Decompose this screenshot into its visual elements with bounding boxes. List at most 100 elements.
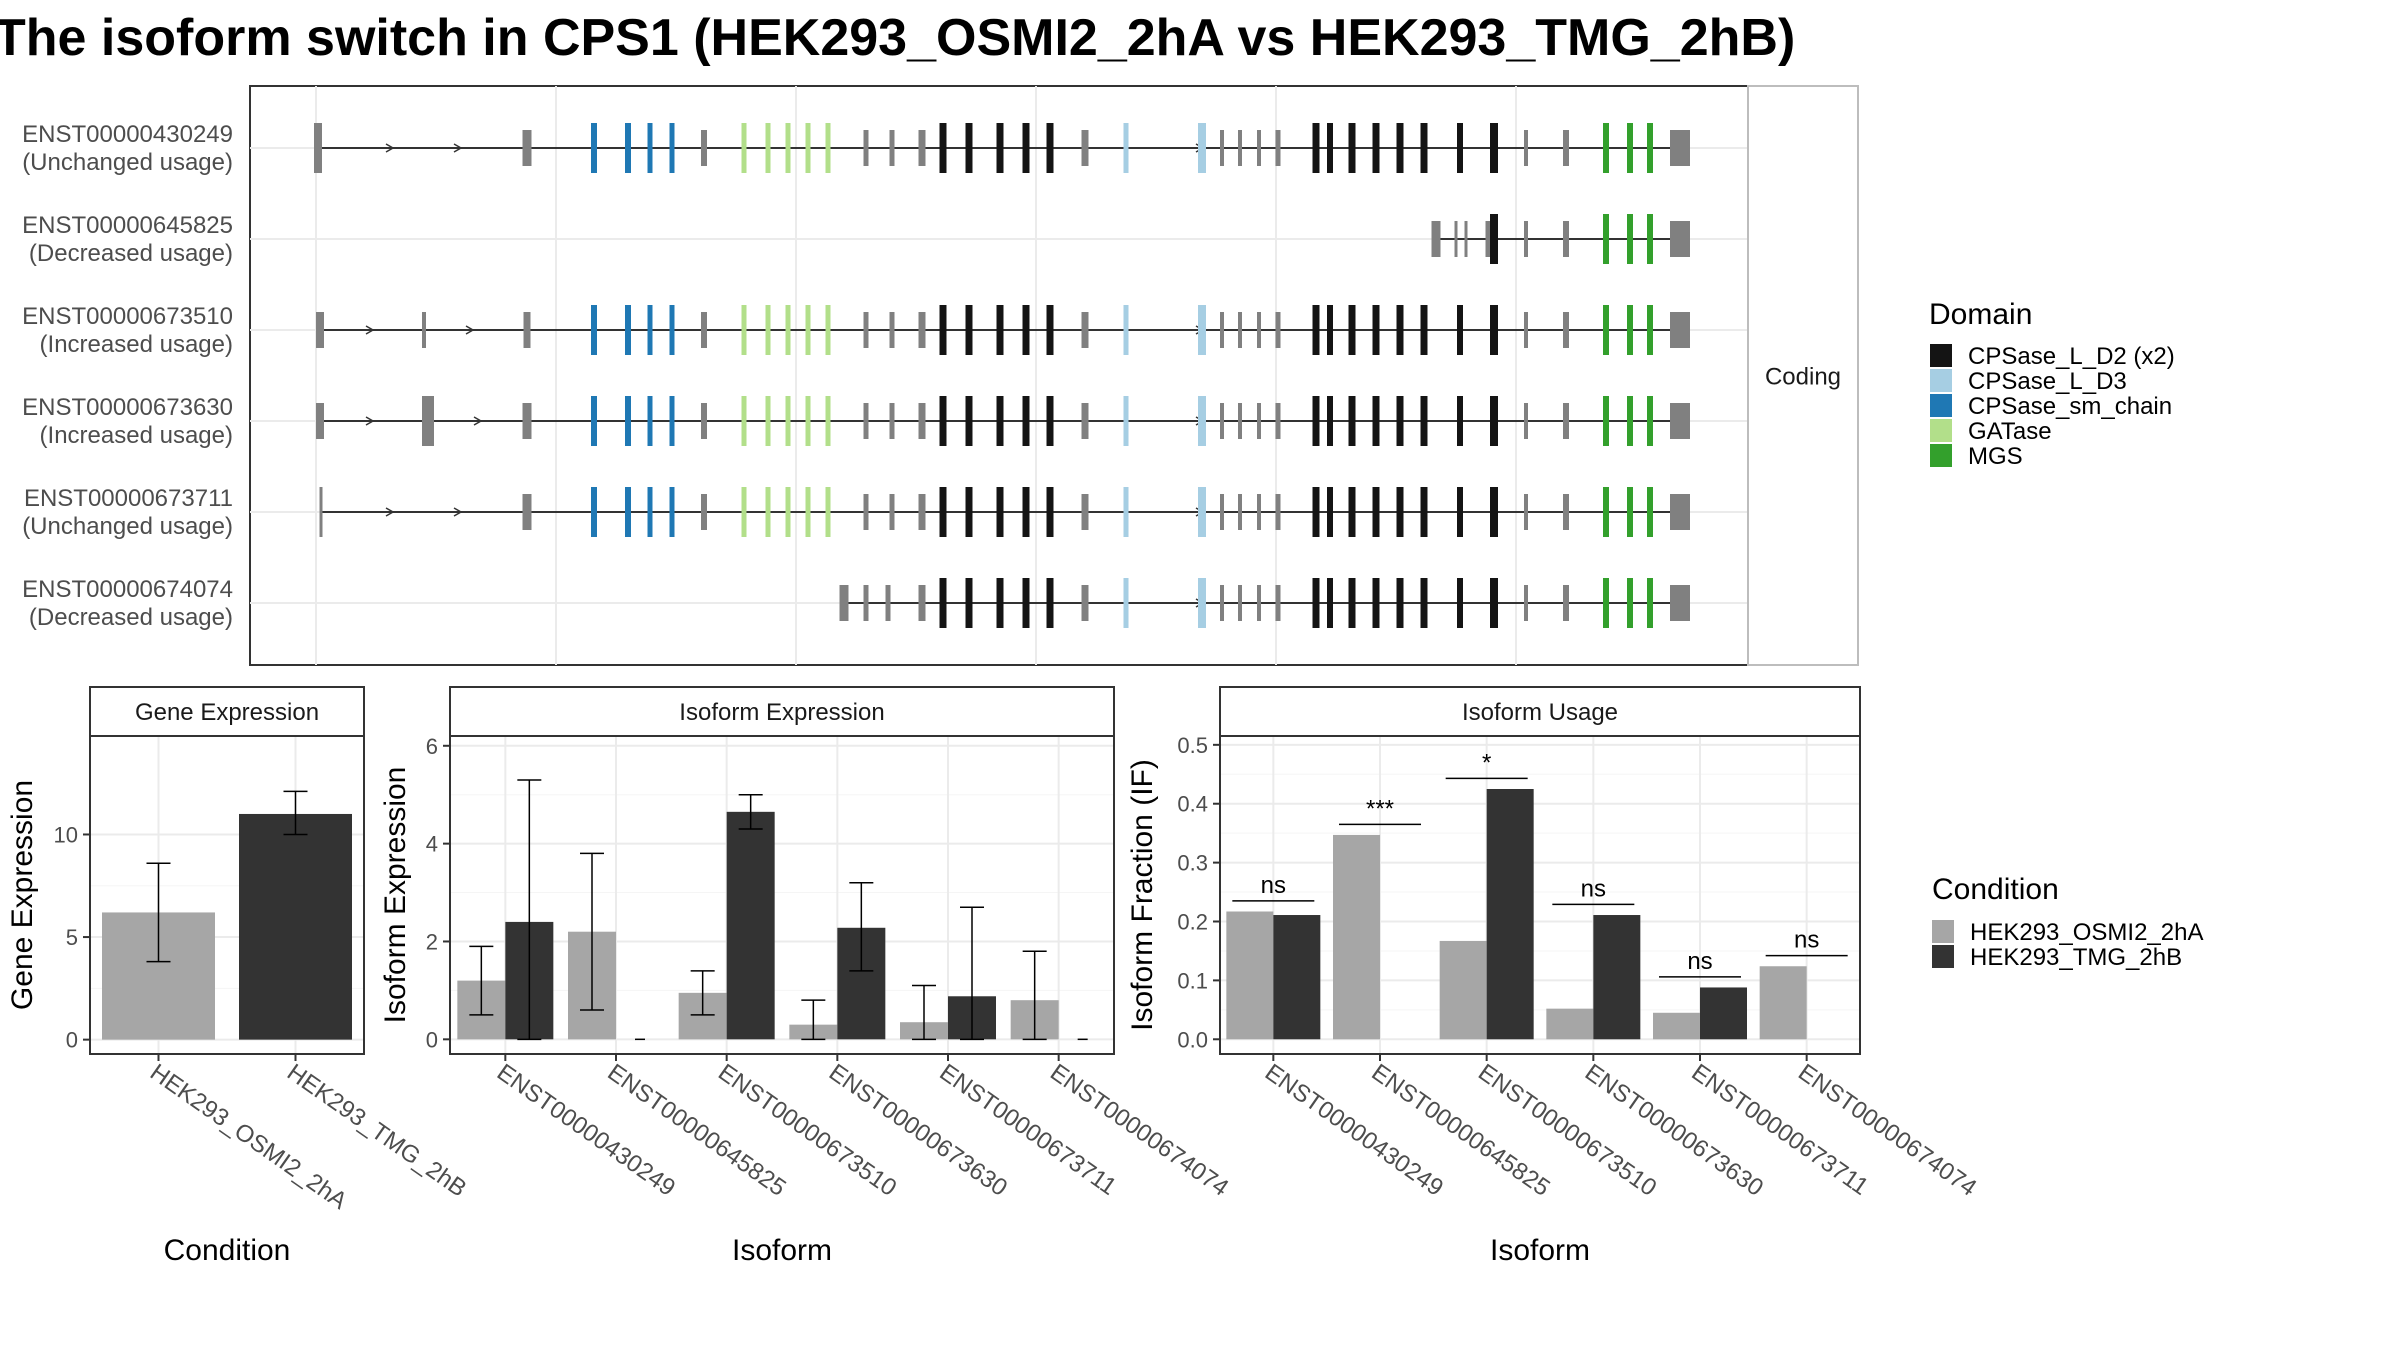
exon-block xyxy=(939,487,947,537)
transcript-id-label: ENST00000673711 xyxy=(24,485,233,512)
exon-block xyxy=(1123,396,1129,446)
exon-block xyxy=(765,305,771,355)
significance-label: ns xyxy=(1581,875,1606,902)
exon-block xyxy=(1123,123,1129,173)
exon-block xyxy=(1220,585,1224,621)
exon-block xyxy=(1524,403,1528,439)
strand-arrow xyxy=(453,507,463,517)
exon-block xyxy=(1563,221,1569,257)
condition-legend-label: HEK293_OSMI2_2hA xyxy=(1970,919,2203,946)
transcript-row xyxy=(319,487,1690,537)
exon-block xyxy=(1420,396,1428,446)
x-tick-label: ENST00000430249 xyxy=(1260,1059,1448,1202)
exon-block xyxy=(885,585,891,621)
exon-block xyxy=(1081,312,1089,348)
transcript-usage-label: (Increased usage) xyxy=(40,331,233,358)
figure-title: The isoform switch in CPS1 (HEK293_OSMI2… xyxy=(0,9,1795,67)
exon-block xyxy=(863,312,869,348)
y-tick-label: 0.5 xyxy=(1177,733,1208,758)
exon-block xyxy=(1396,487,1404,537)
transcript-row xyxy=(314,123,1690,173)
exon-block xyxy=(1275,494,1281,530)
coding-facet-label: Coding xyxy=(1765,364,1841,391)
y-axis-title: Isoform Fraction (IF) xyxy=(1126,759,1159,1031)
exon-block xyxy=(669,487,675,537)
domain-legend-key xyxy=(1930,419,1952,442)
exon-block xyxy=(785,305,791,355)
bar xyxy=(1759,966,1807,1040)
exon-block xyxy=(1647,578,1653,628)
exon-block xyxy=(863,585,869,621)
exon-block xyxy=(314,123,322,173)
exon-block xyxy=(647,487,653,537)
exon-block xyxy=(1670,130,1690,166)
y-tick-label: 6 xyxy=(426,734,438,759)
exon-block xyxy=(1396,305,1404,355)
y-tick-label: 4 xyxy=(426,832,438,857)
exon-block xyxy=(1431,221,1441,257)
exon-block xyxy=(1257,130,1261,166)
exon-block xyxy=(1198,487,1206,537)
exon-block xyxy=(785,123,791,173)
exon-block xyxy=(319,487,323,537)
exon-block xyxy=(1257,403,1261,439)
exon-block xyxy=(1647,487,1653,537)
exon-block xyxy=(825,123,831,173)
panel-strip-label: Isoform Usage xyxy=(1462,699,1618,726)
exon-block xyxy=(1022,305,1030,355)
x-tick-label: ENST00000674074 xyxy=(1793,1059,1981,1202)
y-tick-label: 0 xyxy=(66,1028,78,1053)
transcript-usage-label: (Decreased usage) xyxy=(29,240,233,267)
exon-block xyxy=(1046,487,1054,537)
exon-block xyxy=(741,123,747,173)
exon-block xyxy=(939,123,947,173)
exon-block xyxy=(1238,403,1242,439)
exon-block xyxy=(625,487,631,537)
exon-block xyxy=(1327,396,1333,446)
x-axis-title: Isoform xyxy=(732,1234,832,1267)
exon-block xyxy=(1647,214,1653,264)
exon-block xyxy=(1198,396,1206,446)
exon-block xyxy=(741,396,747,446)
exon-block xyxy=(1670,403,1690,439)
exon-block xyxy=(1670,494,1690,530)
x-tick-label: ENST00000645825 xyxy=(603,1059,791,1202)
condition-legend-title: Condition xyxy=(1932,873,2059,906)
y-tick-label: 5 xyxy=(66,925,78,950)
exon-block xyxy=(825,396,831,446)
exon-block xyxy=(965,123,973,173)
isoform-expression-panel: Isoform Expression0246ENST00000430249ENS… xyxy=(379,686,1233,1267)
exon-block xyxy=(1524,221,1528,257)
exon-block xyxy=(1490,214,1498,264)
exon-block xyxy=(1348,487,1356,537)
exon-block xyxy=(1490,123,1498,173)
condition-legend-label: HEK293_TMG_2hB xyxy=(1970,944,2182,971)
strand-arrow xyxy=(385,507,395,517)
x-axis-title: Isoform xyxy=(1490,1234,1590,1267)
exon-block xyxy=(1312,487,1320,537)
exon-block xyxy=(591,487,597,537)
exon-block xyxy=(1022,578,1030,628)
exon-block xyxy=(1603,396,1609,446)
bar xyxy=(1653,1012,1700,1040)
exon-block xyxy=(1603,305,1609,355)
exon-block xyxy=(669,305,675,355)
exon-block xyxy=(316,312,324,348)
exon-block xyxy=(701,403,707,439)
transcript-id-label: ENST00000674074 xyxy=(22,576,233,603)
transcript-row xyxy=(839,578,1690,628)
exon-block xyxy=(1123,578,1129,628)
exon-block xyxy=(625,123,631,173)
exon-block xyxy=(1220,130,1224,166)
domain-legend-key xyxy=(1930,444,1952,467)
domain-legend: Domain CPSase_L_D2 (x2)CPSase_L_D3CPSase_… xyxy=(1929,298,2175,470)
exon-block xyxy=(889,494,895,530)
significance-label: ns xyxy=(1687,948,1712,975)
exon-block xyxy=(965,487,973,537)
exon-block xyxy=(625,396,631,446)
transcript-id-label: ENST00000645825 xyxy=(22,212,233,239)
exon-block xyxy=(939,305,947,355)
exon-block xyxy=(1647,305,1653,355)
exon-block xyxy=(1647,123,1653,173)
transcript-usage-label: (Unchanged usage) xyxy=(22,513,233,540)
